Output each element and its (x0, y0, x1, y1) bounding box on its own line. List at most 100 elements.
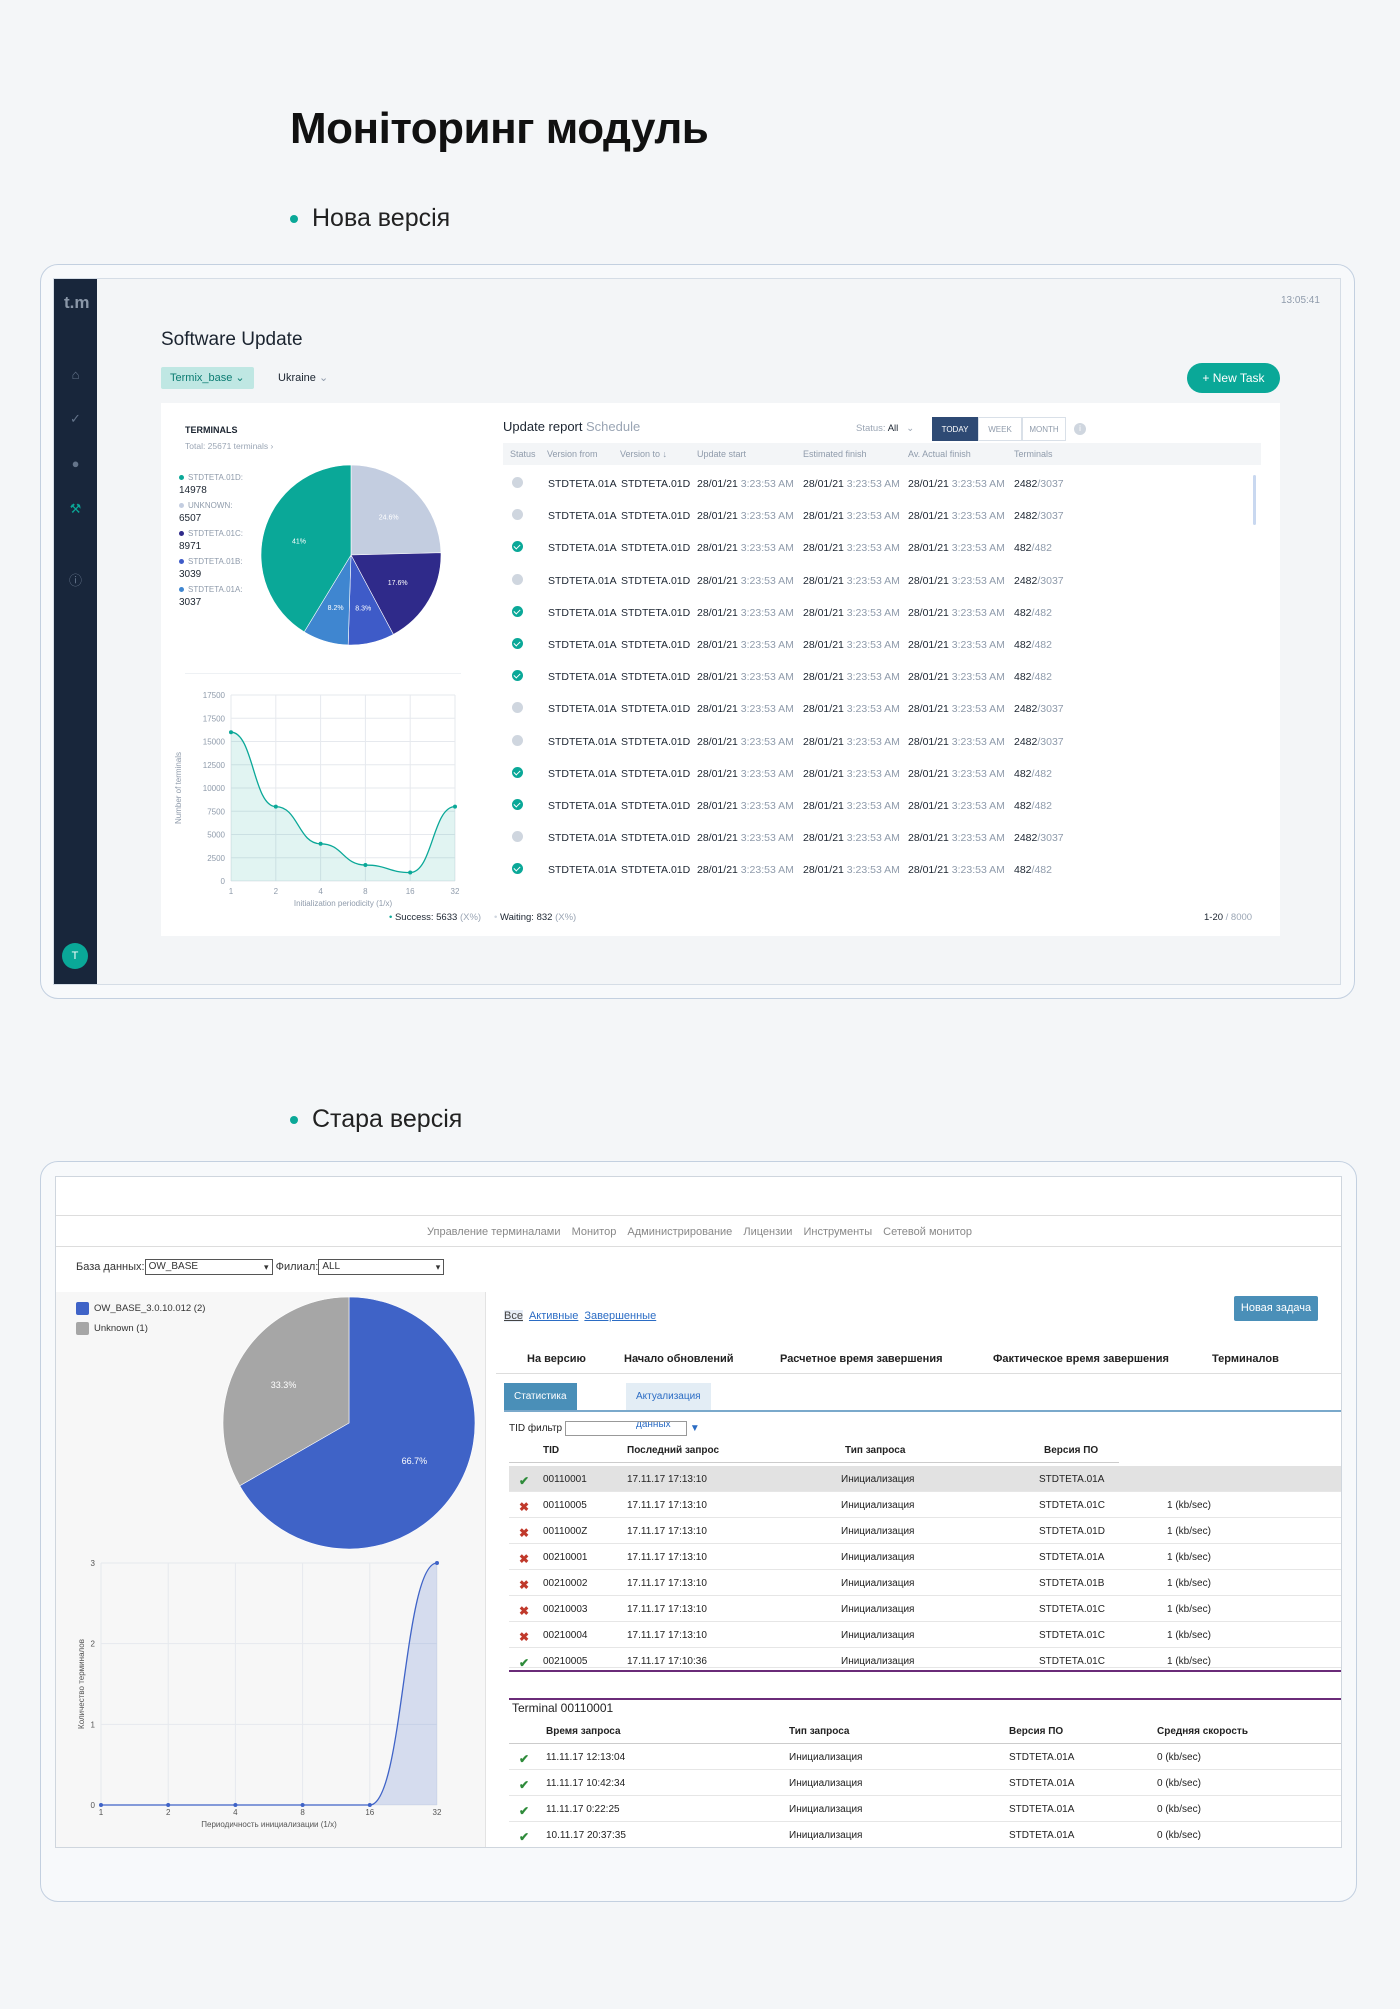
terminals-total[interactable]: Total: 25671 terminals › (185, 441, 273, 451)
table-row[interactable]: ✔ 10.11.17 20:37:35 Инициализация STDTETA.0… (509, 1822, 1341, 1847)
legend-item: STDTETA.01C: 8971 (179, 529, 243, 552)
table-row[interactable]: ✖ 00210004 17.11.17 17:13:10 Инициализация S… (509, 1622, 1341, 1648)
period-today[interactable]: TODAY (932, 417, 978, 441)
new-task-button[interactable]: + New Task (1187, 363, 1280, 393)
speed-cell: 1 (kb/sec) (1167, 1500, 1211, 1511)
terminals-done: 482 (1014, 800, 1032, 812)
col-version-to[interactable]: Version to ↓ (620, 449, 668, 459)
home-icon[interactable]: ⌂ (71, 367, 80, 382)
datetime-cell: 28/01/21 3:23:53 AM (697, 542, 794, 554)
menu-item-tools[interactable]: Инструменты (803, 1226, 873, 1238)
menu-item-monitor[interactable]: Монитор (571, 1226, 617, 1238)
check-icon[interactable]: ✓ (70, 411, 81, 426)
table-row[interactable]: STDTETA.01A STDTETA.01D 28/01/21 3:23:53 A… (503, 857, 1261, 882)
table-row[interactable]: ✔ 00210005 17.11.17 17:10:36 Инициализация S… (509, 1648, 1341, 1668)
table-row[interactable]: STDTETA.01A STDTETA.01D 28/01/21 3:23:53 A… (503, 503, 1261, 528)
request-time-cell: 11.11.17 12:13:04 (546, 1752, 626, 1763)
tid-filter-input[interactable] (565, 1421, 688, 1436)
legend-dot (179, 503, 184, 509)
table-row[interactable]: STDTETA.01A STDTETA.01D 28/01/21 3:23:53 A… (503, 793, 1261, 818)
table-row[interactable]: ✔ 11.11.17 12:13:04 Инициализация STDTETA.0… (509, 1744, 1341, 1770)
terminals-total: /3037 (1037, 574, 1064, 587)
datetime-cell: 28/01/21 3:23:53 AM (803, 607, 900, 619)
splitter[interactable] (509, 1698, 1341, 1700)
info-icon[interactable]: ⓘ (68, 573, 82, 588)
tab-data-update[interactable]: Актуализация данных (626, 1383, 711, 1430)
table-row[interactable]: STDTETA.01A STDTETA.01D 28/01/21 3:23:53 A… (503, 568, 1261, 593)
table-row[interactable]: STDTETA.01A STDTETA.01D 28/01/21 3:23:53 A… (503, 696, 1261, 721)
table-row[interactable]: ✔ 11.11.17 0:22:25 Инициализация STDTETA.01… (509, 1796, 1341, 1822)
filter-all[interactable]: Все (504, 1310, 523, 1322)
request-type-cell: Инициализация (841, 1500, 915, 1511)
datetime-cell: 28/01/21 3:23:53 AM (697, 832, 794, 844)
table-row[interactable]: STDTETA.01A STDTETA.01D 28/01/21 3:23:53 A… (503, 471, 1261, 496)
pie-label: 8.3% (355, 606, 371, 613)
tid-filter-label: TID фильтр (509, 1423, 563, 1435)
table-row[interactable]: STDTETA.01A STDTETA.01D 28/01/21 3:23:53 A… (503, 664, 1261, 689)
speed-cell: 1 (kb/sec) (1167, 1604, 1211, 1615)
software-version-cell: STDTETA.01D (1039, 1526, 1105, 1537)
legend-dot (179, 559, 184, 565)
col-terminals: Терминалов (1212, 1353, 1279, 1365)
menu-item-terminals[interactable]: Управление терминалами (427, 1226, 561, 1238)
date: 28/01/21 (803, 832, 844, 845)
software-version-cell: STDTETA.01C (1039, 1604, 1105, 1615)
avatar[interactable]: T (62, 943, 88, 969)
new-task-button[interactable]: Новая задача (1234, 1296, 1318, 1321)
table-row[interactable]: ✖ 00210003 17.11.17 17:13:10 Инициализация S… (509, 1596, 1341, 1622)
tab-schedule[interactable]: Schedule (586, 419, 641, 434)
speed-cell: 1 (kb/sec) (1167, 1656, 1211, 1667)
table-row[interactable]: STDTETA.01A STDTETA.01D 28/01/21 3:23:53 A… (503, 761, 1261, 786)
version-from: STDTETA.01A (548, 767, 617, 780)
table-row[interactable]: ✔ 11.11.17 10:42:34 Инициализация STDTETA.0… (509, 1770, 1341, 1796)
terminals-done: 482 (1014, 542, 1032, 555)
table-row[interactable]: STDTETA.01A STDTETA.01D 28/01/21 3:23:53 A… (503, 825, 1261, 850)
db-select[interactable]: OW_BASE (144, 1259, 273, 1275)
database-select[interactable]: Termix_base ⌄ (161, 367, 254, 389)
status-filter[interactable]: Status: All ⌄ (856, 423, 914, 434)
table-row[interactable]: STDTETA.01A STDTETA.01D 28/01/21 3:23:53 A… (503, 535, 1261, 560)
period-week[interactable]: WEEK (978, 417, 1022, 441)
datetime-cell: 28/01/21 3:23:53 AM (908, 542, 1005, 554)
datetime-cell: 28/01/21 3:23:53 AM (803, 703, 900, 715)
menu-item-network-monitor[interactable]: Сетевой монитор (883, 1226, 972, 1238)
tab-request-stats[interactable]: Статистика запросов (504, 1383, 577, 1430)
datetime-cell: 28/01/21 3:23:53 AM (803, 478, 900, 490)
date: 28/01/21 (908, 639, 949, 651)
table-row[interactable]: ✖ 00210001 17.11.17 17:13:10 Инициализация S… (509, 1544, 1341, 1570)
tab-update-report[interactable]: Update report (503, 419, 583, 434)
wrench-icon[interactable]: ⚒ (69, 501, 82, 516)
branch-select[interactable]: ALL (318, 1259, 445, 1275)
globe-icon[interactable]: ● (71, 456, 80, 471)
datetime-cell: 28/01/21 3:23:53 AM (697, 478, 794, 490)
table-row[interactable]: STDTETA.01A STDTETA.01D 28/01/21 3:23:53 A… (503, 600, 1261, 625)
info-icon[interactable]: i (1074, 423, 1086, 435)
table-row[interactable]: STDTETA.01A STDTETA.01D 28/01/21 3:23:53 A… (503, 729, 1261, 754)
version-to: STDTETA.01D (621, 800, 691, 812)
table-row[interactable]: STDTETA.01A STDTETA.01D 28/01/21 3:23:53 A… (503, 632, 1261, 657)
time: 3:23:53 AM (846, 735, 900, 748)
date: 28/01/21 (803, 703, 844, 716)
date: 28/01/21 (697, 767, 738, 780)
filter-finished[interactable]: Завершенные (584, 1310, 657, 1322)
col-update-start: Начало обновлений (624, 1353, 734, 1365)
table-row[interactable]: ✖ 0011000Z 17.11.17 17:13:10 Инициализация S… (509, 1518, 1341, 1544)
software-version-cell: STDTETA.01C (1039, 1656, 1105, 1667)
database-select-value: Termix_base (170, 372, 233, 384)
menu-item-licenses[interactable]: Лицензии (743, 1226, 793, 1238)
splitter[interactable] (509, 1670, 1341, 1672)
table-row[interactable]: ✖ 00210002 17.11.17 17:13:10 Инициализация S… (509, 1570, 1341, 1596)
region-select[interactable]: Ukraine ⌄ (278, 367, 328, 389)
pagination[interactable]: 1-20 / 8000 (1204, 912, 1252, 923)
legend-name: UNKNOWN: (188, 501, 233, 510)
scrollbar[interactable] (1253, 475, 1256, 525)
filter-icon[interactable]: ▼ (689, 1423, 700, 1435)
filter-active[interactable]: Активные (528, 1310, 579, 1322)
terminals-done: 2482 (1014, 735, 1038, 748)
time: 3:23:53 AM (951, 703, 1005, 716)
table-row[interactable]: ✖ 00110005 17.11.17 17:13:10 Инициализация S… (509, 1492, 1341, 1518)
date: 28/01/21 (803, 478, 844, 490)
period-month[interactable]: MONTH (1022, 417, 1066, 441)
menu-item-admin[interactable]: Администрирование (627, 1226, 733, 1238)
table-row[interactable]: ✔ 00110001 17.11.17 17:13:10 Инициализация S… (509, 1466, 1341, 1492)
